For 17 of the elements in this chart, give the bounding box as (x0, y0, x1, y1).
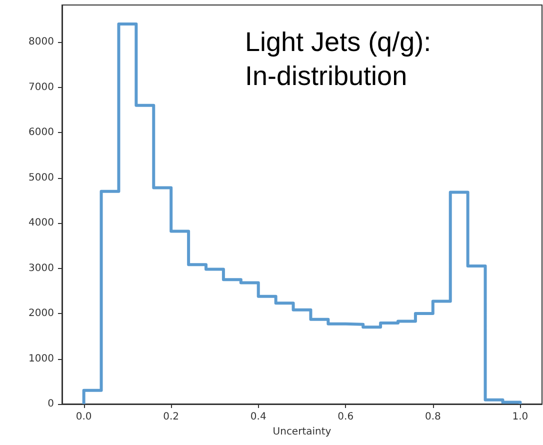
y-tick-label: 1000 (28, 353, 54, 364)
y-tick-label: 5000 (28, 172, 54, 184)
x-tick-label: 1.0 (512, 412, 528, 422)
y-tick-label: 4000 (28, 218, 54, 229)
annotation: Light Jets (q/g): In-distribution (245, 27, 432, 91)
y-tick-label: 3000 (28, 262, 54, 274)
y-tick-label: 8000 (28, 36, 54, 48)
x-tick-label: 0.0 (76, 412, 92, 422)
x-tick-label: 0.8 (424, 412, 441, 422)
x-tick-label: 0.2 (163, 412, 180, 422)
x-axis-title: Uncertainty (272, 426, 332, 438)
y-tick-label: 6000 (28, 127, 54, 138)
y-tick-label: 0 (48, 398, 54, 410)
x-tick-label: 0.4 (250, 412, 266, 422)
x-tick-label: 0.6 (338, 412, 354, 422)
y-tick-label: 2000 (28, 308, 54, 320)
y-tick-label: 7000 (28, 82, 54, 93)
